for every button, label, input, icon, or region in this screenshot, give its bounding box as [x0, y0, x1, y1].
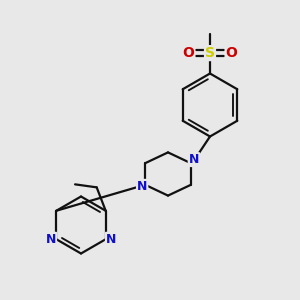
- Text: N: N: [137, 180, 147, 193]
- Text: S: S: [205, 46, 215, 60]
- Text: N: N: [46, 233, 56, 246]
- Text: N: N: [189, 153, 199, 166]
- Text: N: N: [106, 233, 116, 246]
- Text: O: O: [226, 46, 238, 60]
- Text: O: O: [182, 46, 194, 60]
